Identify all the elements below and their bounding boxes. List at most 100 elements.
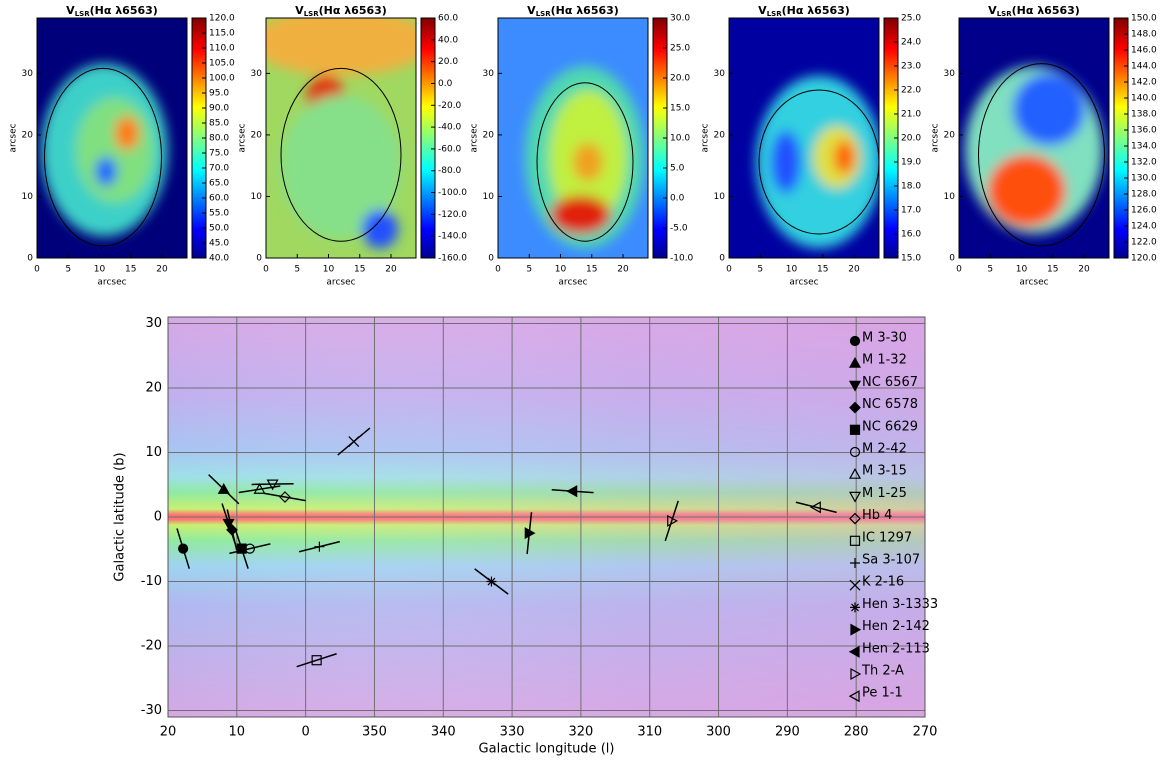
title-main: V [988, 4, 997, 17]
map-region [834, 140, 855, 174]
legend-marker [848, 645, 860, 658]
y-axis-label: arcsec [238, 123, 248, 152]
contour [536, 82, 634, 242]
x-axis-label: Galactic longitude (l) [479, 742, 615, 757]
colorbar-tick-label: 30.0 [670, 14, 690, 24]
x-tick-label: 300 [706, 725, 731, 740]
colorbar-tick-label: 10.0 [670, 134, 690, 144]
title-rest: (Hα λ6563) [1012, 4, 1080, 17]
colorbar-tick-label: 100.0 [209, 74, 235, 84]
plot-frame [167, 316, 926, 718]
y-tick-label: -30 [141, 703, 162, 718]
contour [978, 63, 1105, 247]
map-region [771, 130, 801, 194]
map-region [987, 154, 1066, 227]
legend-marker [848, 356, 862, 368]
legend-marker [850, 558, 860, 568]
y-axis-label: arcsec [701, 123, 711, 152]
colorbar-tick-label: 15.0 [901, 254, 921, 264]
legend-marker [849, 446, 861, 458]
colorbar-tick-label: 140.0 [1131, 94, 1157, 104]
map-title: VLSR(Hα λ6563) [527, 4, 619, 18]
map-region [281, 94, 401, 239]
legend-label: M 3-15 [862, 464, 907, 479]
map-frame [36, 17, 188, 259]
legend-marker [848, 690, 860, 703]
x-tick-label: 15 [817, 265, 828, 275]
title-sub: LSR [536, 10, 552, 18]
colorbar-tick-label: 65.0 [209, 179, 229, 189]
colorbar-tick-label: 80.0 [209, 134, 229, 144]
contour [280, 67, 402, 242]
colorbar-tick-label: 105.0 [209, 59, 235, 69]
y-tick-label: 10 [145, 445, 162, 460]
colorbar-tick-label: 120.0 [1131, 254, 1157, 264]
colorbar-tick-label: -80.0 [438, 166, 462, 176]
legend-marker [849, 579, 861, 591]
colorbar-tick-label: 20.0 [901, 134, 921, 144]
title-rest: (Hα λ6563) [319, 4, 387, 17]
map-blobs [756, 75, 879, 249]
point-marker [279, 491, 291, 503]
map-panel: 0 5 10 15 20 0 10 20 30 arcsec arcsec VLSR(Hα λ6563… [470, 4, 694, 288]
map-blobs [41, 63, 168, 237]
orientation-line [296, 653, 337, 668]
y-tick-label: 30 [145, 316, 162, 331]
legend-marker [850, 667, 862, 681]
colorbar-tick-label: -140.0 [438, 232, 467, 242]
x-tick-label: 5 [987, 265, 993, 275]
title-rest: (Hα λ6563) [90, 4, 158, 17]
y-axis-label: Galactic latitude (b) [113, 452, 128, 581]
point-marker [667, 514, 678, 527]
map-image [965, 63, 1105, 247]
colorbar-tick-label: 5.0 [670, 164, 685, 174]
colorbar-tick-label: 136.0 [1131, 126, 1157, 136]
legend-label: K 2-16 [862, 575, 904, 590]
y-tick-label: 10 [714, 192, 726, 202]
title-main: V [295, 4, 304, 17]
legend-label: NC 6629 [862, 419, 918, 434]
point-marker [253, 483, 266, 494]
map-title: VLSR(Hα λ6563) [988, 4, 1080, 18]
x-axis-label: arcsec [326, 278, 355, 288]
orientation-line [229, 543, 271, 555]
y-tick-label: 20 [483, 130, 495, 140]
colorbar-tick-label: 128.0 [1131, 190, 1157, 200]
y-axis-label: arcsec [470, 123, 480, 152]
legend-label: M 1-25 [862, 486, 907, 501]
x-tick-label: 320 [568, 725, 593, 740]
legend-marker [848, 467, 862, 479]
colorbar-tick-label: 19.0 [901, 158, 921, 168]
map-region [95, 157, 117, 187]
x-tick-label: 5 [65, 265, 71, 275]
x-axis-label: arcsec [1019, 278, 1048, 288]
legend-marker [849, 335, 861, 347]
title-rest: (Hα λ6563) [551, 4, 619, 17]
y-tick-label: 10 [22, 192, 34, 202]
y-tick-label: 20 [714, 130, 726, 140]
x-tick-label: 20 [1078, 265, 1090, 275]
map-panel: 0 5 10 15 20 0 10 20 30 arcsec arcsec VLSR(Hα λ6563… [931, 4, 1158, 288]
y-tick-label: 30 [714, 69, 726, 79]
x-tick-label: 5 [294, 265, 300, 275]
x-tick-label: 0 [956, 265, 962, 275]
colorbar-tick-label: -60.0 [438, 144, 462, 154]
y-tick-label: 20 [251, 130, 263, 140]
point-marker [226, 524, 238, 536]
point-marker [311, 655, 322, 666]
title-main: V [758, 4, 767, 17]
legend-marker [850, 602, 860, 613]
colorbar-tick-label: 134.0 [1131, 142, 1157, 152]
y-tick-label: 30 [944, 69, 956, 79]
colorbar-tick-label: 20.0 [438, 57, 458, 67]
x-tick-label: 10 [1016, 265, 1028, 275]
y-tick-label: 10 [483, 192, 495, 202]
x-tick-label: 10 [229, 725, 246, 740]
map-panel: 0 5 10 15 20 0 10 20 30 arcsec arcsec VLSR(Hα λ6563… [9, 4, 236, 288]
map-panel: 0 5 10 15 20 0 10 20 30 arcsec arcsec VLSR(Hα λ6563… [701, 4, 922, 288]
colorbar-tick-label: 142.0 [1131, 78, 1157, 88]
x-tick-label: 350 [362, 725, 387, 740]
x-axis-label: arcsec [97, 278, 126, 288]
map-image [41, 63, 168, 247]
title-main: V [527, 4, 536, 17]
